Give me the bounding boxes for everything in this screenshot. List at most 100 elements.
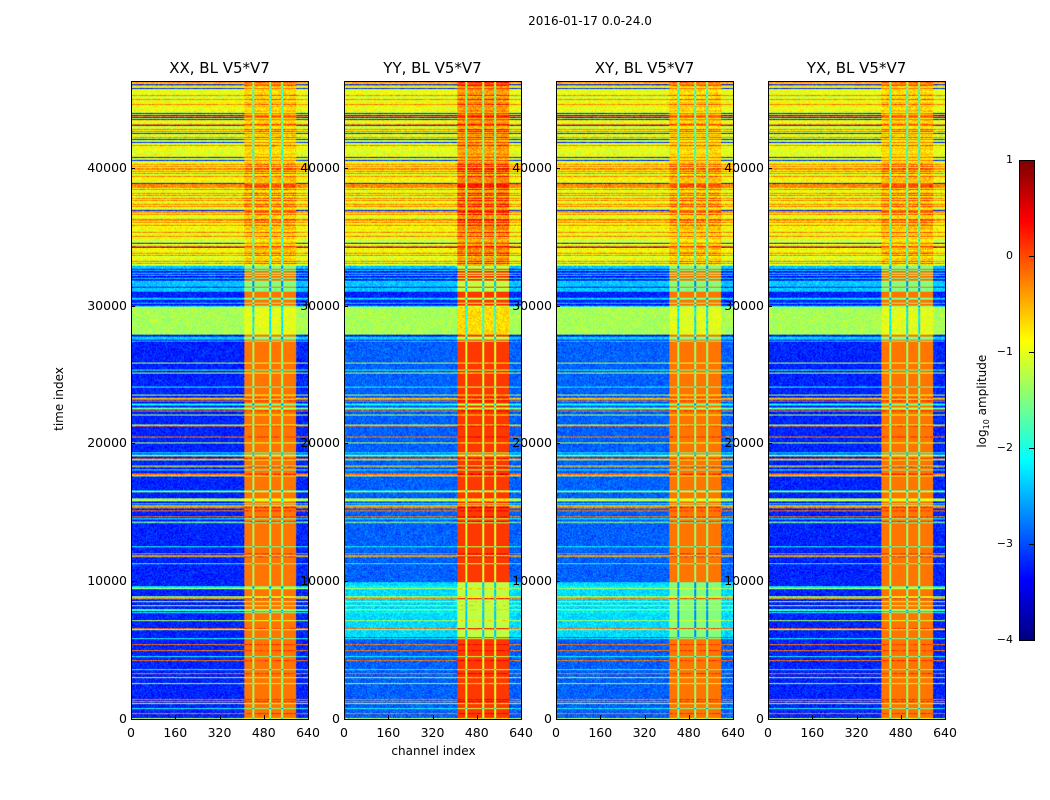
colorbar-tick-label: −1 — [996, 345, 1013, 358]
x-tick-label: 640 — [721, 725, 745, 740]
x-tick-label: 160 — [588, 725, 613, 740]
y-tick-mark — [344, 581, 348, 583]
y-tick-label: 40000 — [87, 159, 127, 175]
x-tick-mark — [388, 715, 390, 719]
colorbar-label-sub: 10 — [982, 419, 992, 430]
x-tick-label: 0 — [552, 725, 560, 740]
x-tick-mark — [432, 715, 434, 719]
y-tick-label: 0 — [756, 711, 764, 726]
y-tick-mark — [131, 719, 135, 720]
y-tick-mark — [768, 305, 772, 307]
colorbar-label: log10 amplitude — [975, 346, 991, 456]
x-tick-mark — [476, 715, 478, 719]
x-tick-label: 640 — [296, 725, 320, 740]
y-tick-label: 30000 — [300, 297, 340, 313]
colorbar-tick-mark — [1029, 160, 1034, 161]
y-tick-label: 10000 — [300, 573, 340, 589]
x-tick-mark — [131, 715, 132, 719]
colorbar-tick-label: −4 — [996, 633, 1013, 646]
y-tick-label: 10000 — [724, 573, 764, 589]
x-tick-mark — [600, 715, 602, 719]
x-tick-mark — [219, 715, 221, 719]
heatmap-panel — [344, 81, 522, 720]
y-tick-label: 10000 — [87, 573, 127, 589]
y-tick-mark — [768, 719, 772, 720]
x-tick-mark — [308, 715, 309, 719]
y-tick-mark — [344, 719, 348, 720]
y-tick-label: 20000 — [300, 435, 340, 451]
y-tick-mark — [344, 443, 348, 445]
x-tick-label: 480 — [464, 725, 489, 740]
colorbar-tick-mark — [1029, 256, 1034, 257]
panel-title: XX, BL V5*V7 — [169, 59, 270, 77]
colorbar-label-rest: amplitude — [974, 354, 989, 420]
heatmap-panel — [768, 81, 946, 720]
x-tick-mark — [521, 715, 522, 719]
x-tick-mark — [812, 715, 814, 719]
x-tick-mark — [556, 715, 557, 719]
x-tick-mark — [175, 715, 177, 719]
x-tick-label: 160 — [376, 725, 401, 740]
x-tick-mark — [344, 715, 345, 719]
x-axis-label: channel index — [391, 744, 476, 758]
colorbar-tick-mark — [1029, 448, 1034, 449]
x-tick-label: 640 — [933, 725, 957, 740]
figure-title: 2016-01-17 0.0-24.0 — [528, 14, 652, 28]
heatmap-panel — [556, 81, 734, 720]
y-tick-mark — [768, 443, 772, 445]
y-tick-mark — [768, 167, 772, 169]
y-tick-label: 0 — [544, 711, 552, 726]
x-tick-label: 160 — [800, 725, 825, 740]
x-tick-label: 0 — [127, 725, 135, 740]
y-tick-label: 40000 — [512, 159, 552, 175]
colorbar-tick-label: 1 — [1006, 153, 1013, 166]
x-tick-mark — [644, 715, 646, 719]
x-tick-label: 320 — [420, 725, 445, 740]
y-tick-label: 30000 — [512, 297, 552, 313]
y-tick-label: 10000 — [512, 573, 552, 589]
colorbar-tick-mark — [1029, 544, 1034, 545]
x-tick-mark — [945, 715, 946, 719]
colorbar — [1019, 160, 1035, 641]
x-tick-label: 480 — [888, 725, 913, 740]
y-tick-label: 20000 — [512, 435, 552, 451]
x-tick-label: 320 — [844, 725, 869, 740]
y-tick-mark — [131, 167, 135, 169]
colorbar-tick-label: −3 — [996, 537, 1013, 550]
y-tick-mark — [131, 305, 135, 307]
y-axis-label: time index — [52, 367, 66, 431]
y-tick-mark — [556, 167, 560, 169]
y-tick-label: 20000 — [724, 435, 764, 451]
x-tick-label: 320 — [632, 725, 657, 740]
x-tick-label: 640 — [509, 725, 533, 740]
y-tick-mark — [556, 305, 560, 307]
x-tick-label: 0 — [764, 725, 772, 740]
x-tick-mark — [263, 715, 265, 719]
y-tick-label: 40000 — [300, 159, 340, 175]
y-tick-mark — [768, 581, 772, 583]
x-tick-label: 320 — [207, 725, 232, 740]
y-tick-mark — [344, 305, 348, 307]
heatmap-panel — [131, 81, 309, 720]
y-tick-label: 0 — [119, 711, 127, 726]
y-tick-mark — [131, 443, 135, 445]
panel-title: YX, BL V5*V7 — [806, 59, 907, 77]
colorbar-tick-label: 0 — [1006, 249, 1013, 262]
panel-title: YY, BL V5*V7 — [383, 59, 482, 77]
y-tick-label: 0 — [332, 711, 340, 726]
y-tick-mark — [556, 443, 560, 445]
y-tick-mark — [556, 719, 560, 720]
y-tick-label: 40000 — [724, 159, 764, 175]
panel-title: XY, BL V5*V7 — [594, 59, 695, 77]
x-tick-label: 160 — [163, 725, 188, 740]
colorbar-tick-mark — [1029, 352, 1034, 353]
x-tick-mark — [733, 715, 734, 719]
y-tick-mark — [131, 581, 135, 583]
x-tick-mark — [900, 715, 902, 719]
colorbar-tick-label: −2 — [996, 441, 1013, 454]
y-tick-label: 30000 — [87, 297, 127, 313]
y-tick-label: 20000 — [87, 435, 127, 451]
x-tick-label: 480 — [676, 725, 701, 740]
y-tick-mark — [344, 167, 348, 169]
x-tick-mark — [688, 715, 690, 719]
